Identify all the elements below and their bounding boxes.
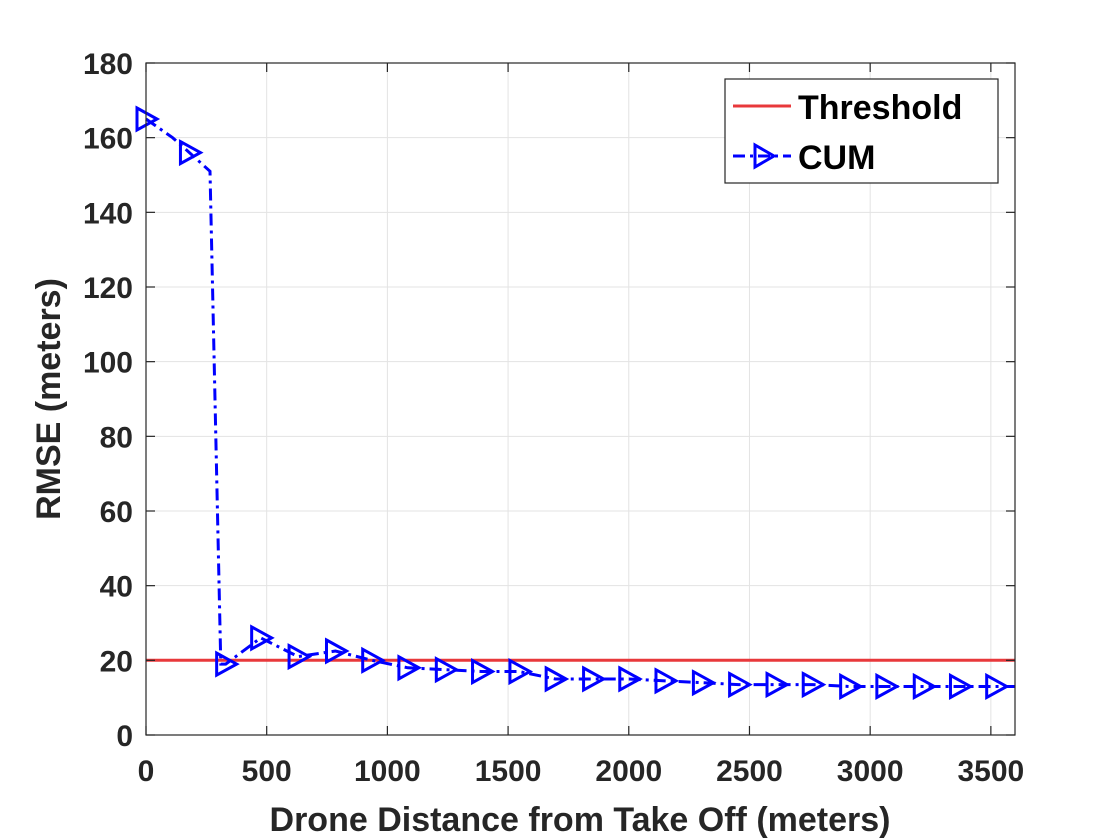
y-tick-label: 80: [100, 421, 133, 454]
cum-marker: [250, 624, 275, 652]
cum-line: [145, 117, 1015, 688]
x-tick-label: 1500: [475, 755, 542, 788]
legend-threshold-label: Threshold: [798, 89, 962, 127]
cum-marker: [178, 139, 204, 167]
x-tick-label: 3500: [957, 755, 1024, 788]
legend-box: [724, 78, 999, 184]
cum-marker: [215, 650, 240, 678]
y-axis-label: RMSE (meters): [30, 278, 68, 520]
cum-marker: [839, 672, 864, 701]
y-tick-label: 180: [83, 48, 133, 81]
cum-marker: [765, 671, 791, 699]
y-tick-label: 100: [83, 347, 133, 380]
x-tick-label: 3000: [837, 755, 904, 788]
x-tick-label: 2500: [716, 755, 783, 788]
x-tick-label: 1000: [354, 755, 421, 788]
x-tick-label: 500: [242, 755, 292, 788]
cum-marker: [691, 669, 717, 697]
x-tick-label: 2000: [595, 755, 662, 788]
cum-marker: [544, 665, 570, 693]
cum-marker: [287, 643, 313, 671]
legend-cum-marker: [753, 142, 777, 170]
cum-marker: [135, 105, 161, 133]
cum-marker: [618, 665, 643, 693]
cum-marker: [508, 657, 534, 686]
y-tick-label: 40: [100, 571, 133, 604]
tick-labels: 0 500 1000 1500 2000 2500 3000 3500 0 20 40 60 80 100…: [83, 48, 1024, 788]
legend: Threshold CUM: [724, 78, 999, 184]
y-tick-label: 60: [100, 496, 133, 529]
legend-cum-label: CUM: [798, 139, 875, 177]
cum-marker: [875, 672, 900, 701]
cum-marker: [801, 671, 827, 699]
cum-marker: [728, 671, 753, 699]
cum-marker: [948, 672, 974, 701]
tick-marks: [145, 62, 1015, 736]
y-tick-label: 160: [83, 123, 133, 156]
plot-frame: [145, 62, 1016, 736]
cum-marker: [582, 665, 607, 693]
y-tick-label: 0: [116, 720, 133, 753]
cum-marker: [397, 654, 423, 682]
cum-marker: [654, 667, 680, 695]
y-tick-label: 120: [83, 272, 133, 305]
cum-marker: [912, 672, 938, 701]
cum-marker: [985, 672, 1010, 701]
cum-marker: [471, 657, 496, 686]
cum-marker: [361, 646, 386, 674]
series-layer: [135, 105, 1015, 701]
x-axis-label: Drone Distance from Take Off (meters): [270, 801, 891, 839]
x-tick-label: 0: [138, 755, 155, 788]
y-tick-label: 20: [100, 645, 133, 678]
cum-marker: [324, 637, 350, 665]
cum-marker: [434, 656, 460, 684]
y-tick-label: 140: [83, 197, 133, 230]
